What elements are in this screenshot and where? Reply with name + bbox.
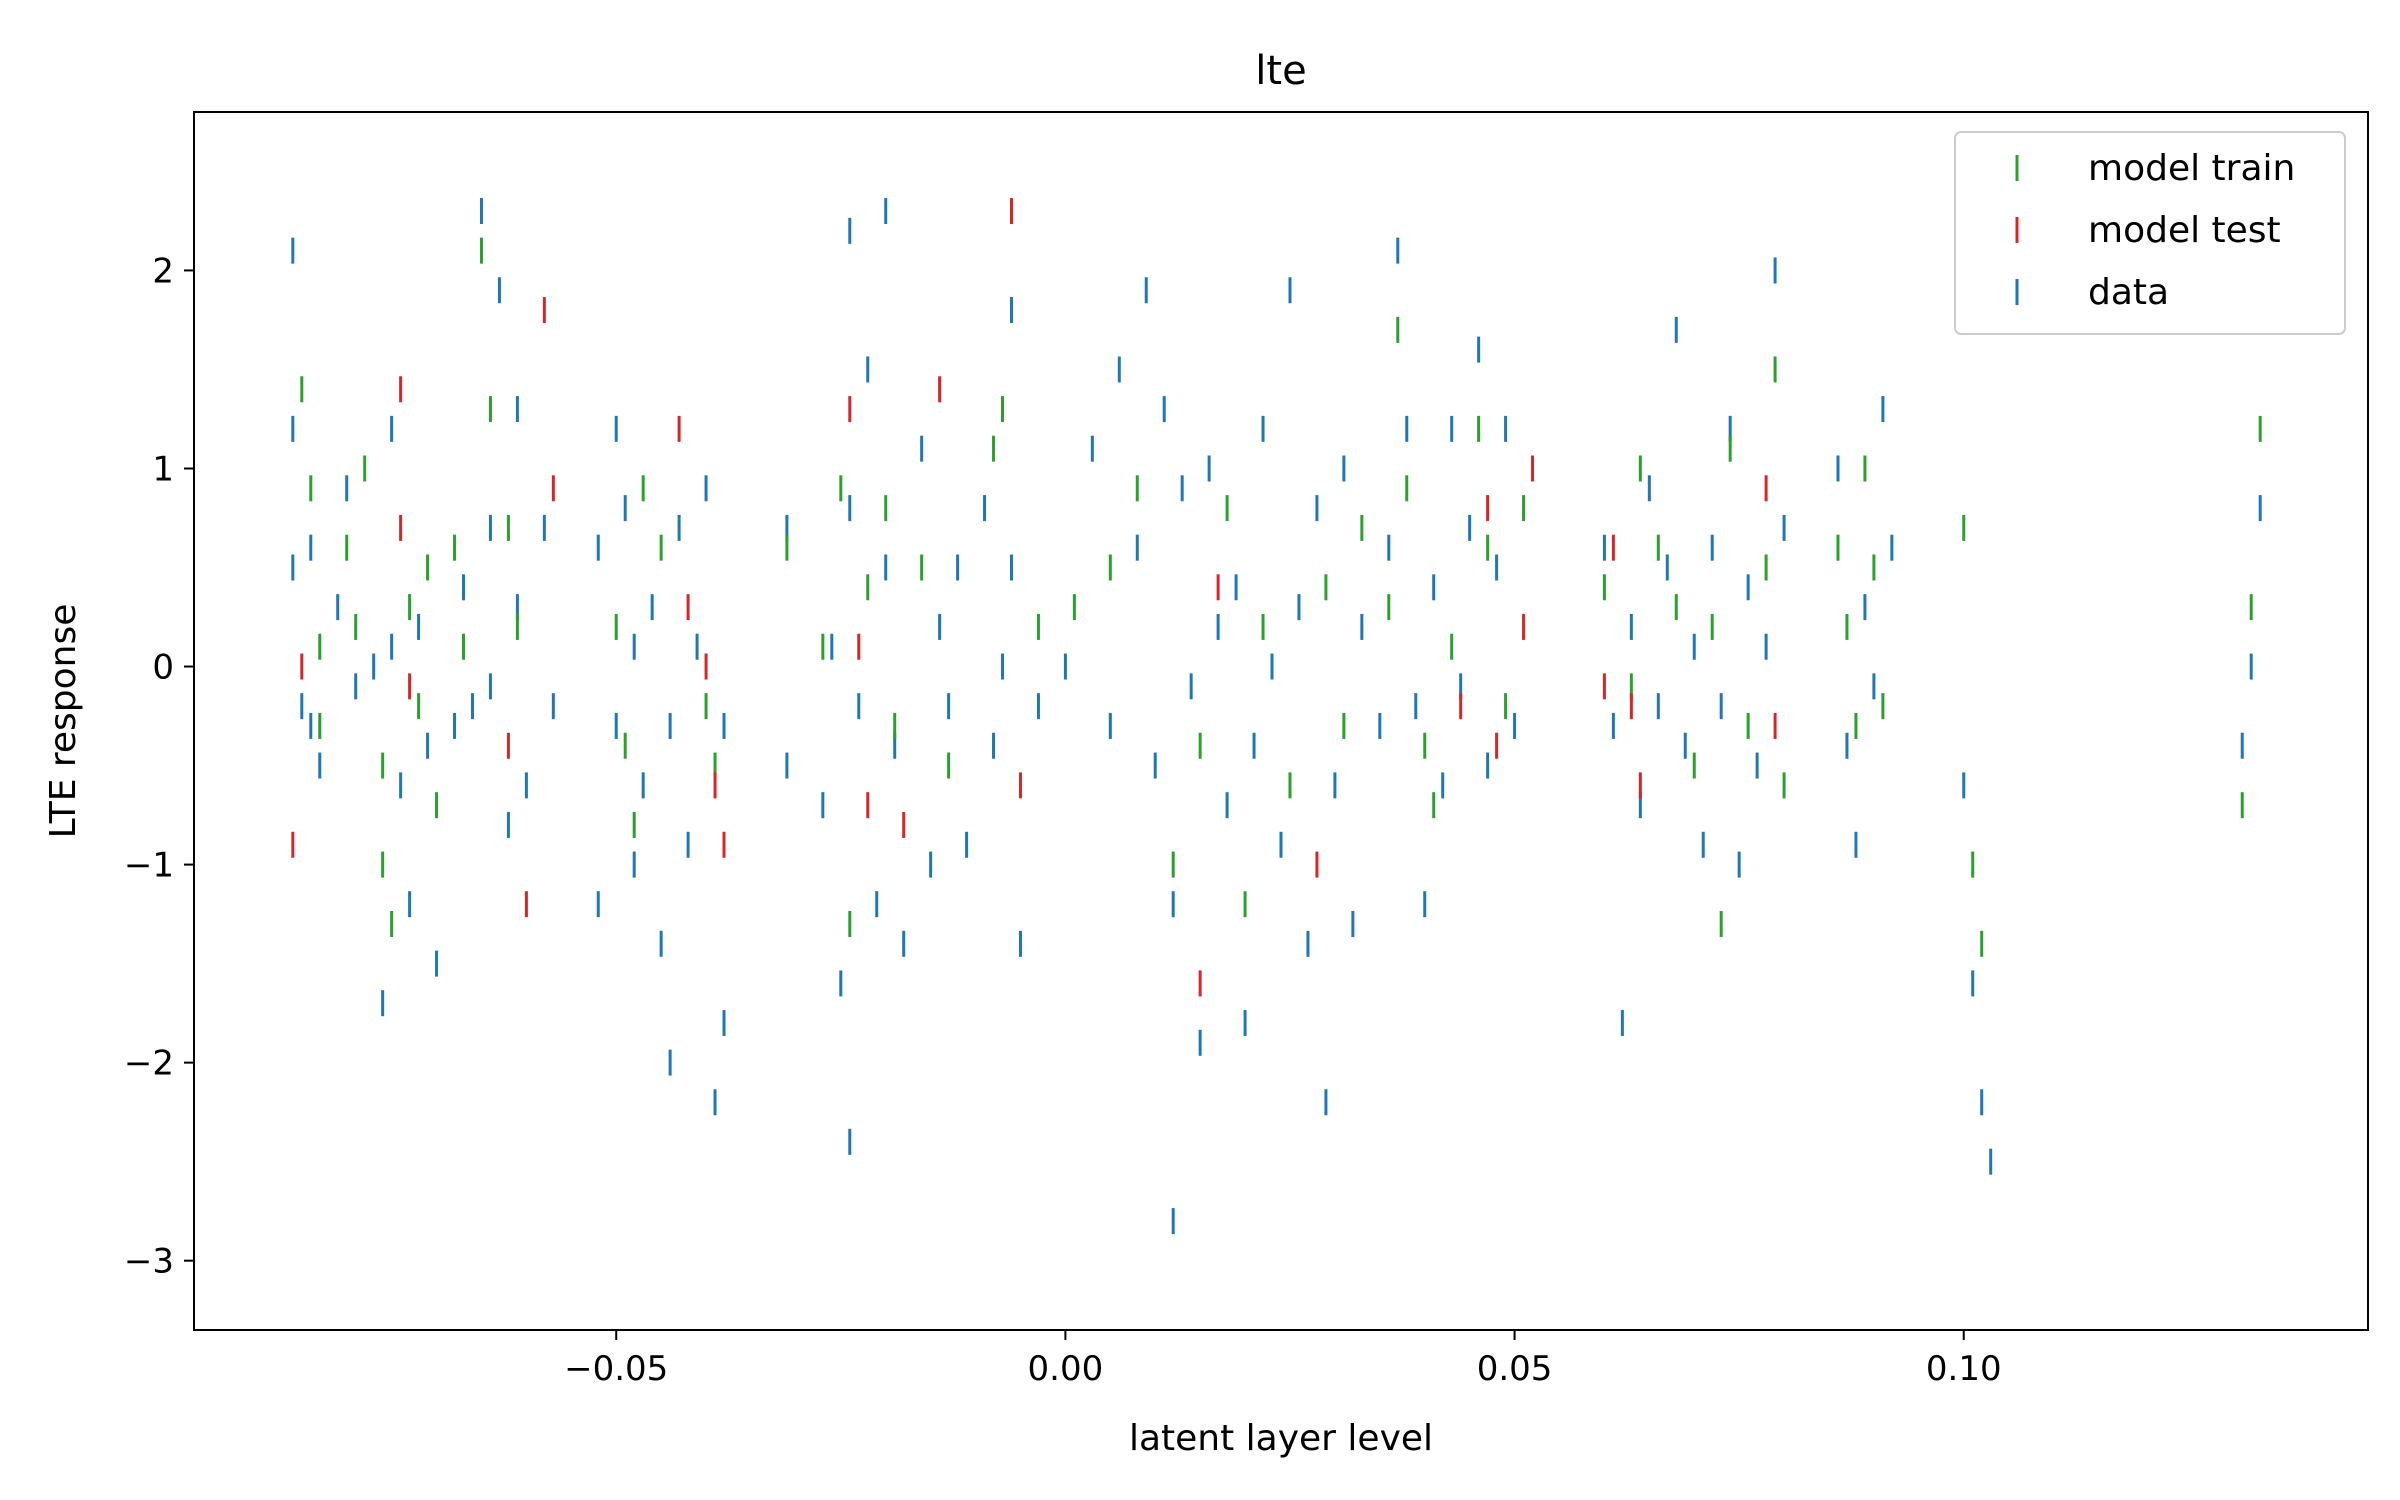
- y-tick-label: 2: [152, 251, 174, 291]
- x-axis-label: latent layer level: [1129, 1418, 1433, 1459]
- legend-label: data: [2088, 272, 2169, 313]
- y-axis-label: LTE response: [43, 604, 84, 839]
- y-tick-label: −1: [124, 846, 174, 886]
- y-tick-label: −2: [124, 1044, 174, 1084]
- x-axis: −0.05 0.00 0.05 0.10: [564, 1330, 2002, 1389]
- series-model-test: [291, 198, 1777, 997]
- y-tick-label: −3: [124, 1242, 174, 1282]
- chart-title: lte: [1255, 48, 1306, 94]
- y-tick-label: 1: [152, 449, 174, 489]
- series-data: [291, 198, 2262, 1235]
- data-marks: [291, 198, 2262, 1235]
- y-tick-label: 0: [152, 648, 174, 688]
- legend-label: model train: [2088, 148, 2295, 189]
- x-tick-label: 0.00: [1028, 1349, 1104, 1389]
- series-model-train: [300, 237, 2262, 957]
- legend-box: [1954, 131, 2346, 335]
- x-tick-label: 0.10: [1926, 1349, 2002, 1389]
- x-tick-label: 0.05: [1477, 1349, 1553, 1389]
- x-tick-label: −0.05: [564, 1349, 668, 1389]
- legend-label: model test: [2088, 210, 2281, 251]
- plot-frame: [193, 111, 2369, 1331]
- legend: model train model test data: [1954, 131, 2346, 335]
- y-axis: −3 −2 −1 0 1 2: [124, 251, 194, 1282]
